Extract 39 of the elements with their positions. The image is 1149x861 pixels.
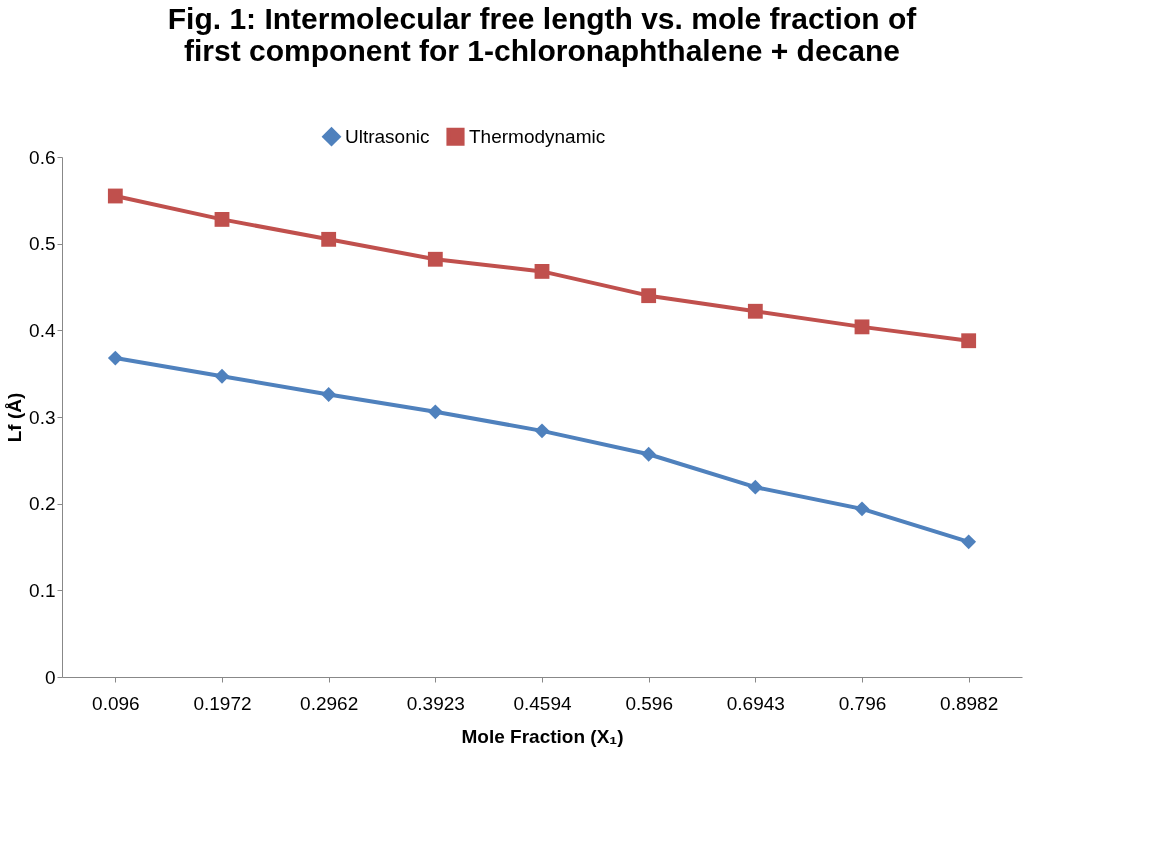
point <box>427 251 443 267</box>
point <box>107 350 123 366</box>
point <box>854 501 870 517</box>
x-tick-label: 0.096 <box>92 692 140 714</box>
point <box>641 446 657 462</box>
x-tick-label: 0.8982 <box>940 692 999 714</box>
chart-title: Fig. 1: Intermolecular free length vs. mole fraction of first component for 1-chloronaphthalene + decane <box>167 2 918 67</box>
y-tick-label: 0.5 <box>29 233 56 255</box>
point <box>961 333 977 349</box>
y-tick-label: 0.6 <box>29 146 56 168</box>
point <box>747 479 763 495</box>
point <box>747 303 763 319</box>
y-tick-label: 0.3 <box>29 406 56 428</box>
point <box>427 404 443 420</box>
x-tick-label: 0.596 <box>625 692 673 714</box>
point <box>214 368 230 384</box>
x-tick-label: 0.4594 <box>513 692 572 714</box>
y-axis-title: Lf (Å) <box>4 392 26 443</box>
point <box>321 387 337 402</box>
point <box>641 288 657 304</box>
point <box>961 534 977 550</box>
x-tick-label: 0.3923 <box>406 692 465 714</box>
y-tick-label: 0.4 <box>29 319 56 341</box>
point <box>107 188 123 204</box>
y-tick-label: 0 <box>44 666 56 688</box>
legend-label: Ultrasonic <box>345 125 430 147</box>
x-tick-label: 0.2962 <box>300 692 359 714</box>
x-axis-title: Mole Fraction (X₁) <box>461 725 624 747</box>
x-tick-label: 0.796 <box>838 692 887 714</box>
x-tick-label: 0.1972 <box>193 692 252 714</box>
point <box>534 423 550 439</box>
y-tick-label: 0.2 <box>29 493 56 515</box>
legend-label: Thermodynamic <box>469 125 606 147</box>
point <box>854 319 870 335</box>
point <box>534 263 550 279</box>
point <box>214 211 230 227</box>
x-tick-label: 0.6943 <box>726 692 785 714</box>
point <box>321 231 337 247</box>
y-tick-label: 0.1 <box>29 579 56 601</box>
